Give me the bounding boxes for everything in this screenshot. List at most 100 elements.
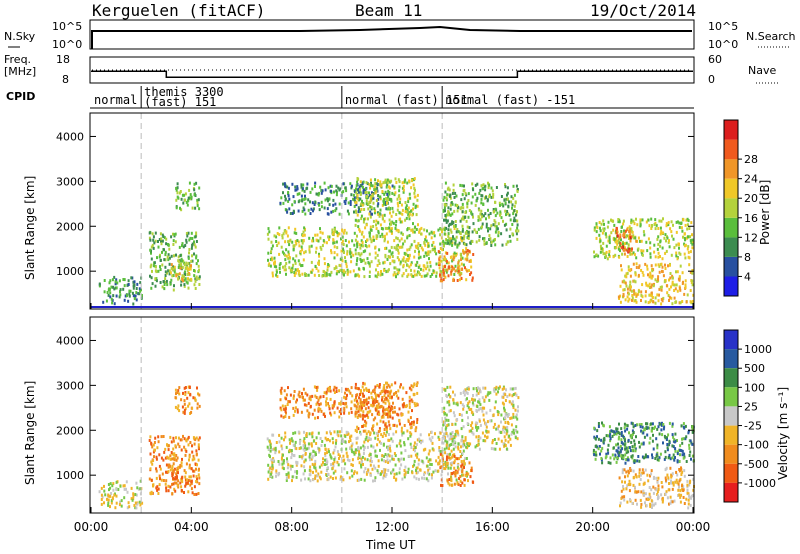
scatter-pixel <box>297 430 300 434</box>
scatter-pixel <box>319 230 322 234</box>
scatter-pixel <box>366 410 369 414</box>
scatter-pixel <box>297 393 300 397</box>
scatter-pixel <box>353 198 356 202</box>
nave-tick-bottom: 0 <box>708 73 715 86</box>
scatter-pixel <box>139 289 142 293</box>
scatter-pixel <box>319 437 322 440</box>
scatter-pixel <box>275 471 278 475</box>
scatter-pixel <box>477 400 480 404</box>
scatter-pixel <box>361 403 364 407</box>
scatter-pixel <box>377 471 380 475</box>
scatter-pixel <box>293 271 296 274</box>
scatter-pixel <box>416 198 419 202</box>
scatter-pixel <box>389 449 392 453</box>
scatter-pixel <box>372 194 374 198</box>
nsearch-label: N.Search <box>746 30 796 43</box>
scatter-pixel <box>397 229 400 232</box>
scatter-pixel <box>388 218 391 222</box>
scatter-pixel <box>149 274 151 278</box>
scatter-pixel <box>134 493 137 496</box>
scatter-pixel <box>420 232 422 236</box>
scatter-pixel <box>484 188 487 192</box>
scatter-pixel <box>375 268 377 272</box>
scatter-pixel <box>459 484 462 487</box>
scatter-pixel <box>117 488 120 491</box>
scatter-pixel <box>474 203 477 207</box>
scatter-pixel <box>328 450 330 454</box>
nsky-label: N.Sky <box>4 30 36 43</box>
scatter-pixel <box>657 263 660 267</box>
scatter-pixel <box>471 411 474 415</box>
scatter-pixel <box>196 402 199 406</box>
scatter-pixel <box>347 270 349 274</box>
scatter-pixel <box>497 222 500 226</box>
scatter-pixel <box>464 436 467 440</box>
scatter-pixel <box>401 245 404 249</box>
scatter-pixel <box>402 242 405 246</box>
scatter-pixel <box>514 392 517 396</box>
scatter-pixel <box>324 448 327 452</box>
scatter-pixel <box>359 393 361 396</box>
scatter-pixel <box>336 460 339 464</box>
scatter-pixel <box>507 420 509 424</box>
scatter-pixel <box>432 470 435 474</box>
scatter-pixel <box>472 387 475 391</box>
colorbar-segment <box>724 256 738 277</box>
scatter-pixel <box>305 432 308 436</box>
scatter-pixel <box>316 401 319 405</box>
scatter-pixel <box>502 427 504 431</box>
scatter-pixel <box>307 208 310 212</box>
scatter-pixel <box>165 279 168 283</box>
scatter-pixel <box>641 295 644 299</box>
scatter-pixel <box>408 399 411 403</box>
scatter-pixel <box>383 394 386 398</box>
scatter-pixel <box>402 272 405 276</box>
scatter-pixel <box>681 300 684 303</box>
scatter-pixel <box>312 470 314 474</box>
scatter-pixel <box>686 247 689 251</box>
scatter-pixel <box>465 457 468 460</box>
scatter-pixel <box>472 403 475 407</box>
scatter-pixel <box>374 436 377 440</box>
scatter-pixel <box>332 451 335 455</box>
scatter-pixel <box>620 238 622 242</box>
scatter-pixel <box>386 240 389 244</box>
scatter-pixel <box>515 232 518 236</box>
scatter-pixel <box>661 421 663 425</box>
scatter-pixel <box>472 394 474 397</box>
scatter-pixel <box>502 219 504 223</box>
scatter-pixel <box>678 479 681 483</box>
scatter-pixel <box>327 448 330 452</box>
scatter-pixel <box>193 252 195 256</box>
scatter-pixel <box>370 456 373 460</box>
scatter-pixel <box>372 464 375 468</box>
scatter-pixel <box>511 400 514 404</box>
scatter-pixel <box>270 472 272 476</box>
scatter-pixel <box>629 239 632 243</box>
scatter-pixel <box>112 285 115 289</box>
scatter-pixel <box>511 206 513 210</box>
scatter-pixel <box>173 233 176 237</box>
scatter-pixel <box>115 480 118 484</box>
scatter-pixel <box>470 265 473 269</box>
scatter-pixel <box>400 203 403 207</box>
scatter-pixel <box>485 195 488 199</box>
scatter-pixel <box>381 203 384 207</box>
scatter-pixel <box>624 453 627 457</box>
scatter-pixel <box>190 410 193 414</box>
scatter-pixel <box>360 232 363 236</box>
scatter-pixel <box>135 481 138 485</box>
scatter-pixel <box>161 263 164 267</box>
scatter-pixel <box>349 252 352 256</box>
scatter-pixel <box>484 212 487 216</box>
scatter-pixel <box>128 292 131 296</box>
scatter-pixel <box>336 246 339 250</box>
scatter-pixel <box>303 465 306 469</box>
scatter-pixel <box>665 438 668 441</box>
scatter-pixel <box>671 422 674 426</box>
scatter-pixel <box>447 210 450 214</box>
scatter-pixel <box>160 237 163 241</box>
scatter-pixel <box>333 391 336 394</box>
scatter-pixel <box>321 244 324 248</box>
scatter-pixel <box>666 291 669 295</box>
